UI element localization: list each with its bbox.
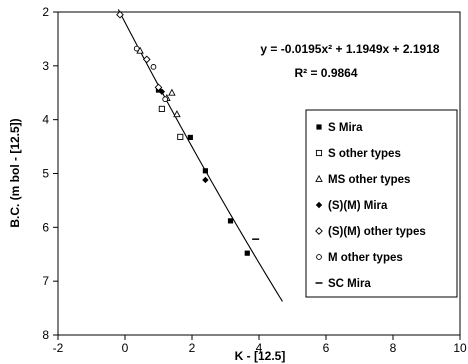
legend-label: M other types xyxy=(328,252,403,264)
legend-marker xyxy=(316,124,322,130)
y-tick-label: 2 xyxy=(42,5,49,19)
y-tick-label: 5 xyxy=(42,167,49,181)
point-s-other-types xyxy=(177,133,184,140)
legend-label: (S)(M) Mira xyxy=(328,200,388,212)
x-tick-label: 8 xyxy=(390,341,397,355)
x-tick-label: 6 xyxy=(323,341,330,355)
point-ms-other-types xyxy=(173,110,181,118)
r-squared: R² = 0.9864 xyxy=(294,66,357,80)
legend-box xyxy=(305,109,458,298)
legend-label: S Mira xyxy=(328,122,363,134)
point-s-m-mira xyxy=(202,176,209,184)
x-tick-label: 10 xyxy=(453,341,467,355)
legend-label: (S)(M) other types xyxy=(328,226,426,238)
x-axis-title: K - [12.5] xyxy=(235,349,286,363)
legend-label: MS other types xyxy=(328,174,410,186)
x-tick-label: 4 xyxy=(256,341,263,355)
legend-marker xyxy=(315,149,323,157)
point-s-other-types xyxy=(158,105,165,112)
point-m-other-types xyxy=(133,45,140,52)
point-s-mira xyxy=(244,250,250,256)
x-axis: -2 0 2 4 6 8 10 xyxy=(53,335,467,355)
x-tick-label: -2 xyxy=(53,341,64,355)
y-tick-label: 7 xyxy=(42,274,49,288)
x-tick-label: 2 xyxy=(189,341,196,355)
point-ms-other-types xyxy=(168,88,176,96)
x-tick-label: 0 xyxy=(122,341,129,355)
legend: S Mira S other types MS other types (S)(M) … xyxy=(305,109,458,298)
point-s-m-other-types xyxy=(116,10,124,19)
legend-marker xyxy=(315,201,323,209)
point-s-m-other-types xyxy=(142,55,151,64)
fit-equation: y = -0.0195x² + 1.1949x + 2.1918 xyxy=(260,42,439,56)
y-axis: 2 3 4 5 6 7 8 xyxy=(42,5,58,342)
legend-label: SC Mira xyxy=(328,278,371,290)
y-tick-label: 3 xyxy=(42,59,49,73)
y-tick-label: 6 xyxy=(42,220,49,234)
y-axis-title: B.C. (m bol - [12.5]) xyxy=(8,118,22,227)
y-tick-label: 4 xyxy=(42,113,49,127)
legend-marker xyxy=(315,227,323,235)
point-s-m-mira xyxy=(158,88,166,95)
legend-label: S other types xyxy=(328,148,401,160)
point-s-mira xyxy=(202,168,208,174)
legend-marker xyxy=(316,254,322,260)
point-s-mira xyxy=(227,218,234,224)
point-m-other-types xyxy=(150,64,157,70)
legend-marker xyxy=(315,174,323,182)
point-s-mira xyxy=(187,134,193,141)
data-points xyxy=(116,10,260,256)
y-tick-label: 8 xyxy=(42,328,49,342)
point-s-m-other-types xyxy=(154,83,163,92)
point-m-other-types xyxy=(162,96,169,103)
